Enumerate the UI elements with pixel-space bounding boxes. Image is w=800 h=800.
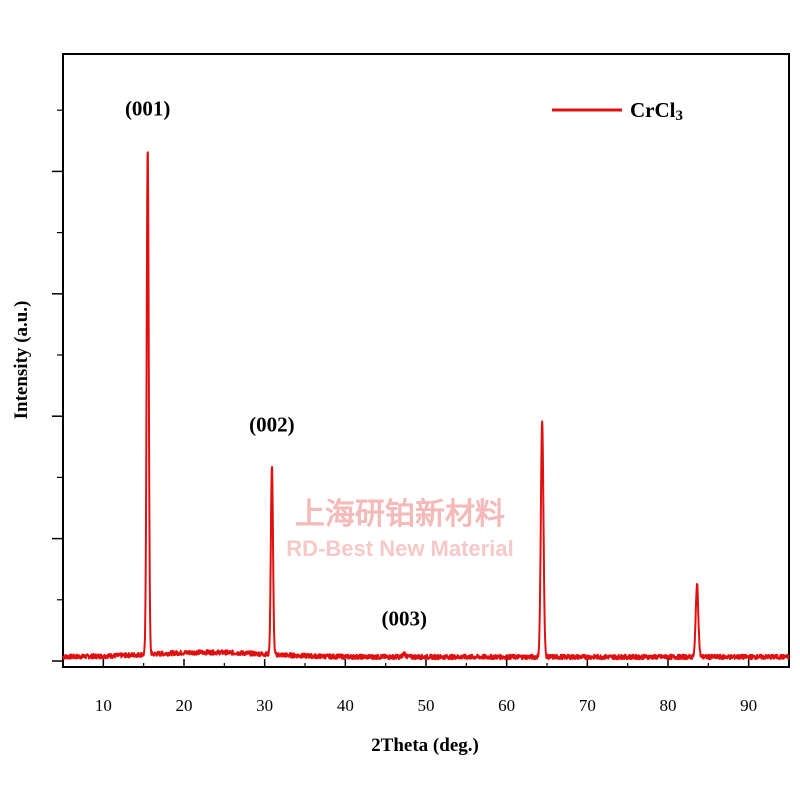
plot-frame [62, 53, 790, 668]
legend-label: CrCl3 [630, 98, 683, 124]
x-tick-label: 40 [337, 696, 354, 715]
x-tick-labels: 10 20 30 40 50 60 70 80 90 [95, 696, 757, 715]
watermark: 上海研铂新材料 RD-Best New Material [286, 497, 513, 561]
x-tick-label: 70 [579, 696, 596, 715]
y-axis-title: Intensity (a.u.) [11, 301, 32, 420]
peak-label: (003) [381, 606, 427, 630]
x-tick-label: 30 [256, 696, 273, 715]
peak-label: (001) [125, 96, 171, 120]
x-tick-label: 80 [660, 696, 677, 715]
legend-label-sub: 3 [676, 108, 684, 124]
x-tick-label: 20 [176, 696, 193, 715]
axis-ticks [52, 109, 790, 667]
x-tick-label: 10 [95, 696, 112, 715]
x-axis-title: 2Theta (deg.) [371, 735, 479, 756]
watermark-line1: 上海研铂新材料 [295, 497, 505, 532]
legend: CrCl3 [552, 98, 683, 124]
legend-label-main: CrCl [630, 98, 676, 122]
watermark-line2: RD-Best New Material [286, 536, 513, 561]
x-tick-label: 90 [740, 696, 757, 715]
x-tick-label: 60 [498, 696, 515, 715]
peak-annotations: (001) (002) (003) [125, 96, 427, 630]
x-tick-label: 50 [418, 696, 435, 715]
peak-label: (002) [249, 413, 295, 437]
series-line-crcl3 [62, 151, 790, 661]
